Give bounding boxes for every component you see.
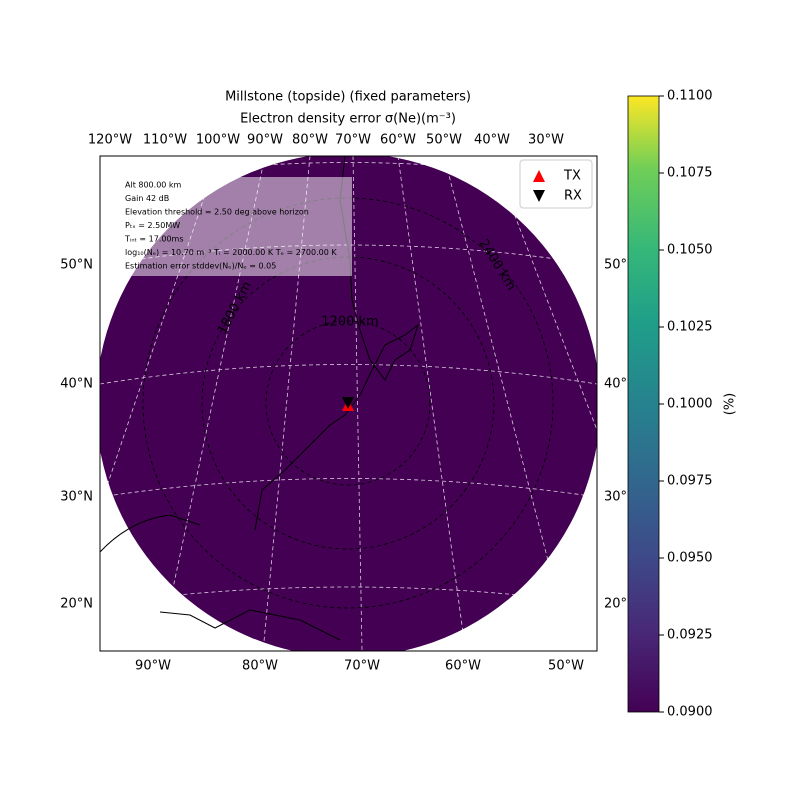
info-line: log₁₀(Nₑ) = 10.70 m⁻³ Tᵢ = 2000.00 K Tₑ … [125,248,337,257]
colorbar-tick-label: 0.0950 [667,551,713,566]
subtitle: Electron density error σ(Ne)(m⁻³) [240,112,456,127]
lat-label: 40° [604,377,627,392]
colorbar-tick-label: 0.1000 [667,397,713,412]
meridian [545,156,597,254]
lat-label: 30° [604,490,627,505]
legend-label: TX [563,169,581,184]
coastline [100,156,419,641]
title: Millstone (topside) (fixed parameters) [225,90,471,105]
lat-label: 20° [604,597,627,612]
info-text: Alt 800.00 km Gain 42 dB Elevation thresho… [124,181,337,271]
legend-entries: TX RX [533,169,582,204]
range-label: 1200 km [321,315,378,330]
lon-label: 60°W [445,659,481,674]
info-line: Estimation error stddev(Nₑ)/Nₑ = 0.05 [125,262,276,271]
info-line: Tᵢₙₜ = 17.00ms [124,235,184,244]
colorbar-tick-label: 0.1100 [667,89,713,104]
lon-label: 80°W [242,659,278,674]
lon-label: 90°W [135,659,171,674]
meridian [443,156,572,651]
lon-label: 120°W [88,133,132,148]
lon-label: 90°W [247,133,283,148]
info-line: Gain 42 dB [125,194,169,203]
meridian [352,156,363,651]
colorbar [627,95,660,713]
legend-marker [533,190,545,202]
colorbar-tick-label: 0.0900 [667,705,713,720]
legend-marker [533,170,545,182]
info-line: Alt 800.00 km [125,181,182,190]
lon-label: 70°W [344,659,380,674]
lon-label: 80°W [292,133,328,148]
axis-labels: 120°W 110°W 100°W 90°W 80°W 70°W 60°W 50°W 40°W 3… [60,133,627,674]
lon-label: 50°W [548,659,584,674]
lon-label: 100°W [196,133,240,148]
info-line: Pₜₓ = 2.50MW [125,221,180,230]
rx-marker [342,397,354,409]
colorbar-tick-label: 0.0975 [667,474,713,489]
lon-label: 40°W [474,133,510,148]
lon-label: 50°W [426,133,462,148]
lat-label: 50°N [60,258,93,273]
info-box [120,177,352,276]
lon-label: 30°W [528,133,564,148]
meridian [100,156,111,173]
lat-label: 50° [604,258,627,273]
lat-label: 20°N [60,597,93,612]
info-line: Elevation threshold = 2.50 deg above hor… [125,208,309,217]
lon-label: 60°W [380,133,416,148]
lat-label: 30°N [60,490,93,505]
colorbar-tick-label: 0.1025 [667,320,713,335]
colorbar-tick-label: 0.1050 [667,243,713,258]
colorbar-tick-label: 0.0925 [667,628,713,643]
axes-frame [99,155,598,652]
meridian [397,156,466,651]
meridian [262,156,311,651]
lon-label: 70°W [335,133,371,148]
colorbar-label: (%) [723,393,738,416]
legend-label: RX [564,189,582,204]
lon-label: 110°W [143,133,187,148]
lat-label: 40°N [60,377,93,392]
colorbar-tick-label: 0.1075 [667,166,713,181]
